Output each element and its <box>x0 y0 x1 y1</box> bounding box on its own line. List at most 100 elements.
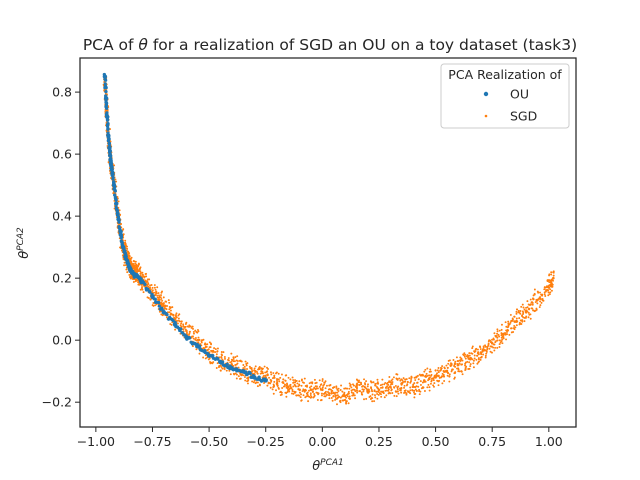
sgd-trajectory-point <box>428 389 431 392</box>
sgd-trajectory-point <box>273 380 276 383</box>
plot-frame <box>79 57 577 428</box>
sgd-trajectory-point <box>511 319 514 322</box>
sgd-trajectory-point <box>370 381 373 384</box>
ou-trajectory-point <box>106 127 110 131</box>
sgd-trajectory-point <box>441 372 444 375</box>
sgd-trajectory-point <box>401 379 404 382</box>
sgd-trajectory-point <box>258 384 261 387</box>
sgd-trajectory-point <box>462 353 465 356</box>
sgd-trajectory-point <box>427 379 430 382</box>
sgd-trajectory-point <box>459 358 462 361</box>
sgd-trajectory-point <box>330 392 333 395</box>
sgd-trajectory-point <box>288 390 291 393</box>
sgd-trajectory-point <box>346 395 349 398</box>
sgd-trajectory-point <box>380 386 382 389</box>
sgd-trajectory-point <box>480 353 483 356</box>
sgd-point <box>411 385 415 388</box>
x-tick-label: 0.25 <box>365 434 393 449</box>
ou-trajectory-point <box>104 103 109 108</box>
sgd-trajectory-point <box>519 312 522 315</box>
sgd-trajectory-point <box>396 373 399 376</box>
sgd-trajectory-point <box>460 370 463 373</box>
sgd-trajectory-point <box>192 335 194 338</box>
sgd-trajectory-point <box>529 313 532 316</box>
sgd-trajectory-point <box>330 396 333 399</box>
sgd-trajectory-point <box>516 320 519 323</box>
sgd-trajectory-point <box>289 385 292 388</box>
sgd-trajectory-point <box>348 395 351 398</box>
sgd-trajectory-point <box>456 359 459 362</box>
sgd-trajectory-point <box>422 374 425 377</box>
ou-trajectory-point <box>151 294 155 298</box>
sgd-trajectory-point <box>169 309 172 312</box>
sgd-trajectory-point <box>367 388 370 391</box>
sgd-trajectory-point <box>476 354 479 357</box>
sgd-trajectory-point <box>390 388 393 391</box>
sgd-trajectory-point <box>313 395 316 398</box>
sgd-trajectory-point <box>176 322 179 325</box>
sgd-trajectory-point <box>531 297 534 300</box>
sgd-trajectory-point <box>295 385 297 388</box>
sgd-trajectory-point <box>469 363 472 366</box>
sgd-trajectory-point <box>461 373 464 376</box>
sgd-trajectory-point <box>472 366 475 369</box>
sgd-trajectory-point <box>223 356 226 358</box>
sgd-trajectory-point <box>246 362 249 365</box>
sgd-trajectory-point <box>283 385 286 388</box>
sgd-trajectory-point <box>136 267 139 270</box>
ou-trajectory-point <box>119 229 123 234</box>
sgd-trajectory-point <box>355 387 358 390</box>
y-tick-label: 0.6 <box>52 147 72 162</box>
sgd-trajectory-point <box>165 308 168 311</box>
sgd-trajectory-point <box>550 273 553 276</box>
sgd-trajectory-point <box>514 326 517 329</box>
sgd-trajectory-point <box>298 384 301 387</box>
sgd-trajectory-point <box>223 367 226 370</box>
sgd-trajectory-point <box>315 381 318 384</box>
sgd-trajectory-point <box>309 394 312 397</box>
sgd-trajectory-point <box>449 362 452 365</box>
sgd-trajectory-point <box>428 386 431 389</box>
sgd-trajectory-point <box>321 379 324 382</box>
sgd-trajectory-point <box>184 325 187 328</box>
sgd-trajectory-point <box>178 320 181 323</box>
sgd-trajectory-point <box>286 383 289 386</box>
sgd-trajectory-point <box>360 383 363 386</box>
sgd-trajectory-point <box>159 296 162 299</box>
sgd-trajectory-point <box>437 374 440 377</box>
sgd-trajectory-point <box>405 392 408 395</box>
sgd-trajectory-point <box>403 386 406 389</box>
sgd-trajectory-point <box>263 365 266 368</box>
sgd-trajectory-point <box>253 379 256 382</box>
sgd-trajectory-point <box>509 313 512 316</box>
sgd-trajectory-point <box>343 391 346 394</box>
ou-trajectory-point <box>157 304 162 308</box>
legend-box <box>440 63 570 129</box>
sgd-trajectory-point <box>552 274 555 277</box>
sgd-trajectory-point <box>383 383 386 386</box>
sgd-trajectory-point <box>388 376 391 378</box>
sgd-trajectory-point <box>270 380 273 383</box>
sgd-trajectory-point <box>517 309 520 312</box>
sgd-trajectory-point <box>387 383 390 386</box>
sgd-trajectory-point <box>479 346 482 349</box>
sgd-trajectory-point <box>132 280 135 283</box>
sgd-trajectory-point <box>468 354 471 357</box>
sgd-trajectory-point <box>129 258 132 261</box>
sgd-trajectory-point <box>173 316 175 319</box>
sgd-trajectory-point <box>252 381 255 384</box>
sgd-trajectory-point <box>496 339 499 342</box>
sgd-trajectory-point <box>500 323 503 326</box>
sgd-trajectory-point <box>518 317 521 320</box>
sgd-trajectory-point <box>335 385 338 388</box>
ou-trajectory-point <box>165 313 169 317</box>
sgd-trajectory-point <box>315 385 318 388</box>
sgd-trajectory-point <box>499 341 502 344</box>
sgd-trajectory-point <box>508 333 511 336</box>
sgd-trajectory-point <box>340 384 343 387</box>
sgd-trajectory-point <box>154 304 157 307</box>
sgd-trajectory-point <box>164 305 167 308</box>
sgd-trajectory-point <box>246 382 249 385</box>
sgd-trajectory-point <box>310 385 313 388</box>
sgd-trajectory-point <box>493 332 496 335</box>
